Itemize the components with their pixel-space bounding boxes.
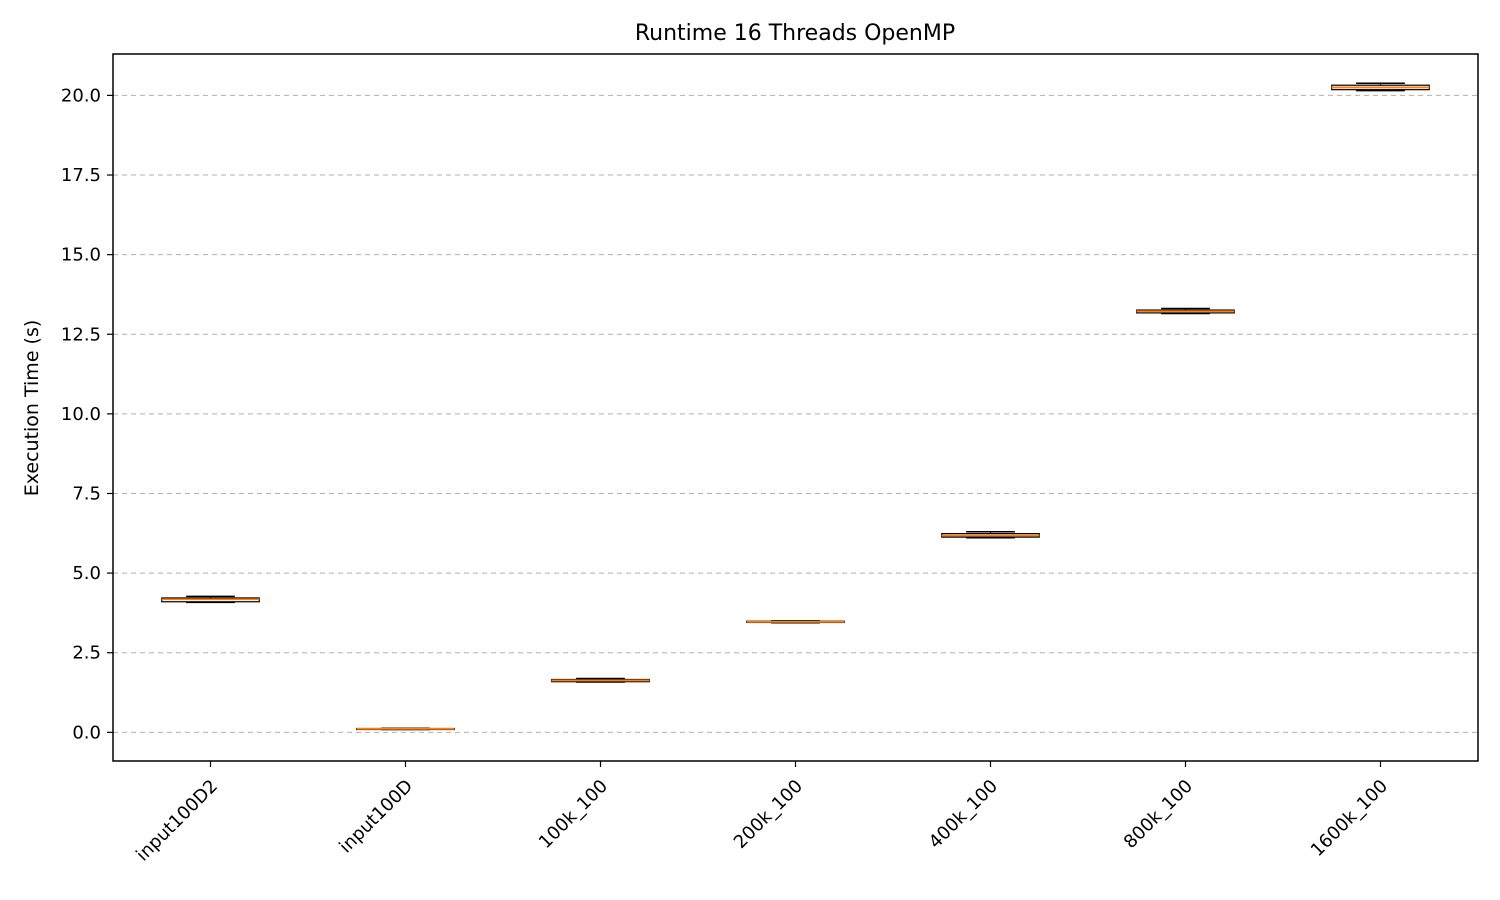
box-1600k_100 — [1331, 82, 1430, 92]
x-tick-label: 1600k_100 — [1307, 776, 1392, 861]
x-tick-label: input100D — [335, 776, 417, 858]
y-tick-label: 12.5 — [61, 324, 101, 345]
y-axis-ticks: 0.0 2.5 5.0 7.5 10.0 12.5 15.0 17.5 20.0 — [61, 85, 113, 743]
x-tick-label: 100k_100 — [535, 776, 612, 853]
y-tick-label: 10.0 — [61, 404, 101, 425]
box-layer — [161, 82, 1430, 731]
x-tick-label: 800k_100 — [1120, 776, 1197, 853]
y-tick-label: 5.0 — [72, 563, 101, 584]
x-tick-label: input100D2 — [132, 776, 222, 866]
y-tick-label: 17.5 — [61, 165, 101, 186]
chart-title: Runtime 16 Threads OpenMP — [635, 21, 955, 46]
box-200k_100 — [746, 620, 845, 624]
y-tick-label: 0.0 — [72, 722, 101, 743]
x-tick-label: 400k_100 — [925, 776, 1002, 853]
box-100k_100 — [551, 677, 650, 683]
y-tick-label: 15.0 — [61, 245, 101, 266]
x-tick-label: 200k_100 — [730, 776, 807, 853]
box-input100D — [356, 727, 455, 731]
x-axis-ticks: input100D2 input100D 100k_100 200k_100 400k_… — [132, 761, 1392, 865]
y-tick-label: 7.5 — [72, 483, 101, 504]
box-800k_100 — [1136, 307, 1235, 315]
y-tick-label: 20.0 — [61, 85, 101, 106]
grid-layer — [113, 94, 1478, 733]
box-400k_100 — [941, 530, 1040, 539]
y-axis-label: Execution Time (s) — [21, 320, 43, 497]
plot-area-frame — [112, 53, 1479, 762]
y-tick-label: 2.5 — [72, 643, 101, 664]
box-input100D2 — [161, 595, 260, 604]
